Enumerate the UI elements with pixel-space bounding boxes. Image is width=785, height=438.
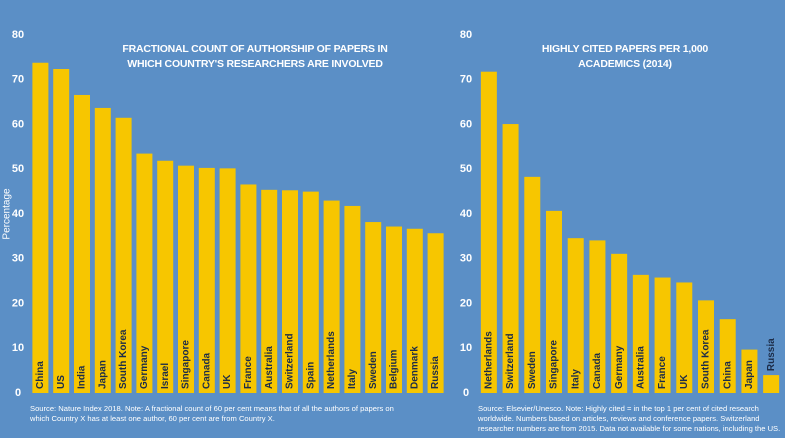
category-label: Switzerland	[505, 333, 516, 389]
bar	[567, 238, 584, 393]
bar	[480, 71, 497, 393]
category-label: Israel	[160, 363, 171, 389]
bar	[763, 375, 780, 393]
bar	[698, 300, 714, 393]
category-label: Denmark	[409, 346, 420, 389]
y-tick-label: 20	[12, 297, 24, 309]
chart-title: HIGHLY CITED PAPERS PER 1,000 ACADEMICS …	[541, 43, 709, 70]
bar	[524, 176, 541, 393]
category-label: UK	[679, 374, 690, 389]
bar	[386, 226, 402, 393]
bar	[611, 253, 628, 393]
bar	[502, 124, 519, 394]
bar	[198, 167, 215, 393]
category-label: Netherlands	[483, 331, 494, 389]
chart-title: FRACTIONAL COUNT OF AUTHORSHIP OF PAPERS…	[122, 43, 388, 70]
bar	[32, 62, 49, 394]
bar	[302, 191, 319, 393]
category-label: South Korea	[118, 329, 129, 389]
category-label: Sweden	[368, 351, 379, 389]
y-tick-label: 30	[460, 253, 472, 265]
y-axis-label: Percentage	[2, 188, 13, 240]
bar	[676, 282, 693, 393]
bar	[589, 240, 606, 393]
category-label: Canada	[592, 352, 603, 389]
category-label: India	[77, 365, 88, 389]
category-label: Italy	[347, 369, 358, 389]
category-label: Singapore	[181, 340, 192, 389]
category-label: Switzerland	[285, 333, 296, 389]
bar	[219, 168, 236, 393]
category-label: Belgium	[389, 349, 400, 389]
y-tick-label: 20	[460, 297, 472, 309]
category-label: Japan	[97, 360, 108, 389]
y-tick-label: 40	[12, 208, 24, 220]
y-tick-label: 80	[460, 29, 472, 41]
category-label: Spain	[305, 362, 316, 389]
bar	[240, 184, 257, 393]
source-note: Source: Nature Index 2018. Note: A fract…	[30, 404, 394, 423]
bar	[719, 319, 736, 393]
y-tick-label: 40	[460, 208, 472, 220]
category-label: UK	[222, 374, 233, 389]
category-label: Russia	[766, 338, 777, 371]
category-label: Netherlands	[326, 331, 337, 389]
category-label: Singapore	[549, 340, 560, 389]
bar	[344, 205, 361, 393]
category-label: Australia	[264, 346, 275, 389]
bar	[546, 210, 562, 393]
category-label: South Korea	[701, 329, 712, 389]
category-label: China	[35, 361, 46, 389]
source-note: Source: Elsevier/Unesco. Note: Highly ci…	[478, 404, 781, 433]
category-label: Canada	[201, 352, 212, 389]
category-label: Australia	[635, 346, 646, 389]
y-tick-label: 70	[12, 74, 24, 86]
bar	[178, 165, 194, 393]
bar	[323, 200, 340, 393]
bar	[406, 228, 423, 393]
bar	[741, 349, 758, 393]
y-tick-label: 80	[12, 29, 24, 41]
bar	[282, 190, 298, 393]
category-label: Russia	[430, 356, 441, 389]
category-label: France	[243, 356, 254, 389]
bar	[632, 274, 649, 393]
y-tick-label: 60	[12, 118, 24, 130]
category-label: Germany	[139, 345, 150, 389]
bar	[654, 277, 671, 393]
bar	[53, 69, 70, 393]
bar	[261, 189, 278, 393]
bar	[115, 117, 132, 393]
category-label: Sweden	[527, 351, 538, 389]
y-tick-label: 0	[15, 387, 21, 399]
category-label: US	[56, 375, 67, 389]
category-label: France	[657, 356, 668, 389]
category-label: Japan	[744, 360, 755, 389]
y-tick-label: 0	[463, 387, 469, 399]
y-tick-label: 10	[12, 342, 24, 354]
y-tick-label: 60	[460, 118, 472, 130]
bar	[157, 160, 174, 393]
bar	[94, 107, 111, 393]
y-tick-label: 30	[12, 253, 24, 265]
y-tick-label: 10	[460, 342, 472, 354]
bar	[136, 153, 153, 393]
category-label: China	[722, 361, 733, 389]
category-label: Germany	[614, 345, 625, 389]
bar	[74, 94, 90, 393]
y-tick-label: 50	[460, 163, 472, 175]
bar	[365, 222, 382, 393]
category-label: Italy	[570, 369, 581, 389]
bar	[427, 233, 444, 393]
y-tick-label: 50	[12, 163, 24, 175]
y-tick-label: 70	[460, 74, 472, 86]
